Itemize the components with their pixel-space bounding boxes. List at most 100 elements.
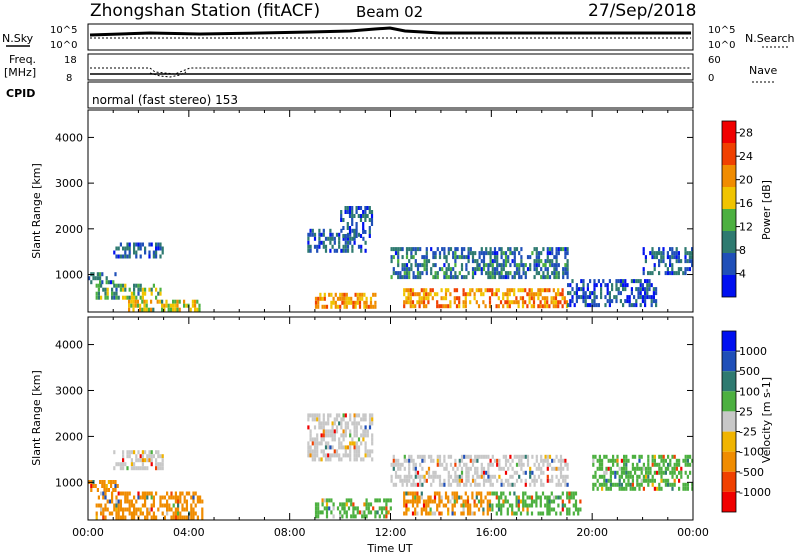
range-cell [161, 307, 164, 312]
range-cell [677, 255, 680, 260]
range-cell [368, 230, 371, 234]
range-cell [390, 255, 393, 260]
range-cell [555, 259, 558, 264]
range-cell [148, 254, 151, 259]
range-cell [169, 303, 172, 308]
range-cell [383, 506, 386, 511]
range-cell [185, 503, 188, 508]
range-cell [486, 503, 489, 508]
range-cell [344, 206, 347, 210]
range-cell [487, 263, 490, 268]
range-cell [648, 295, 651, 300]
range-cell [135, 458, 138, 463]
range-cell [97, 495, 100, 500]
range-cell [515, 511, 518, 516]
range-cell [414, 482, 417, 487]
range-cell [126, 507, 129, 512]
range-cell [144, 246, 147, 251]
range-cell [122, 450, 125, 455]
range-cell [133, 283, 136, 288]
range-cell [566, 271, 569, 276]
range-cell [419, 247, 422, 252]
range-cell [132, 307, 135, 312]
range-cell [465, 462, 468, 467]
range-cell [322, 228, 325, 233]
range-cell [433, 511, 437, 516]
range-cell [478, 454, 481, 459]
range-cell [159, 462, 162, 467]
range-cell [192, 511, 195, 516]
range-cell [329, 240, 332, 245]
range-cell [562, 478, 565, 483]
range-cell [496, 462, 499, 467]
range-cell [593, 303, 596, 308]
range-cell [190, 515, 193, 520]
range-cell [688, 259, 691, 264]
range-cell [331, 421, 334, 426]
range-cell [104, 287, 107, 292]
range-cell [436, 507, 439, 512]
range-cell [155, 287, 158, 292]
range-cell [436, 458, 439, 463]
range-cell [438, 251, 442, 256]
range-cell [152, 515, 155, 520]
range-cell [500, 482, 503, 487]
range-cell [589, 295, 592, 300]
range-cell [329, 453, 332, 458]
range-cell [559, 300, 562, 305]
range-cell [540, 275, 543, 280]
range-cell [192, 499, 195, 504]
range-cell [419, 462, 422, 467]
range-cell [346, 226, 349, 230]
range-cell [316, 433, 319, 438]
range-cell [343, 292, 346, 297]
range-cell [539, 292, 542, 297]
range-cell [568, 507, 571, 512]
range-cell [502, 267, 505, 272]
range-cell [603, 474, 606, 479]
range-cell [128, 246, 131, 251]
range-cell [403, 478, 406, 483]
range-cell [454, 251, 457, 256]
range-cell [684, 271, 687, 276]
range-cell [688, 251, 691, 256]
range-cell [374, 300, 377, 305]
range-cell [559, 495, 562, 500]
range-cell [150, 495, 153, 500]
range-cell [353, 429, 356, 434]
range-cell [630, 287, 633, 292]
range-cell [624, 287, 627, 292]
range-cell [114, 480, 117, 484]
range-cell [463, 255, 466, 260]
range-cell [484, 304, 487, 309]
range-cell [433, 491, 437, 496]
range-cell [557, 247, 560, 252]
range-cell [405, 275, 409, 280]
power-region [340, 206, 374, 238]
range-cell [159, 495, 162, 500]
range-cell [543, 300, 547, 305]
range-cell [137, 495, 140, 500]
range-cell [554, 296, 558, 301]
range-cell [440, 296, 443, 301]
range-cell [159, 246, 162, 251]
range-cell [520, 263, 523, 268]
range-cell [311, 232, 314, 237]
range-cell [637, 279, 640, 284]
range-cell [486, 491, 489, 496]
range-cell [535, 491, 538, 496]
range-cell [645, 466, 648, 471]
range-cell [397, 247, 400, 252]
range-cell [185, 491, 188, 496]
range-cell [128, 503, 131, 508]
range-cell [115, 295, 118, 300]
range-cell [144, 515, 147, 520]
range-cell [126, 499, 129, 504]
range-cell [124, 287, 127, 292]
range-cell [189, 307, 192, 312]
range-cell [322, 425, 325, 430]
noise-right-tick-top: 10^5 [708, 25, 735, 36]
range-cell [414, 304, 417, 309]
range-cell [542, 275, 545, 280]
